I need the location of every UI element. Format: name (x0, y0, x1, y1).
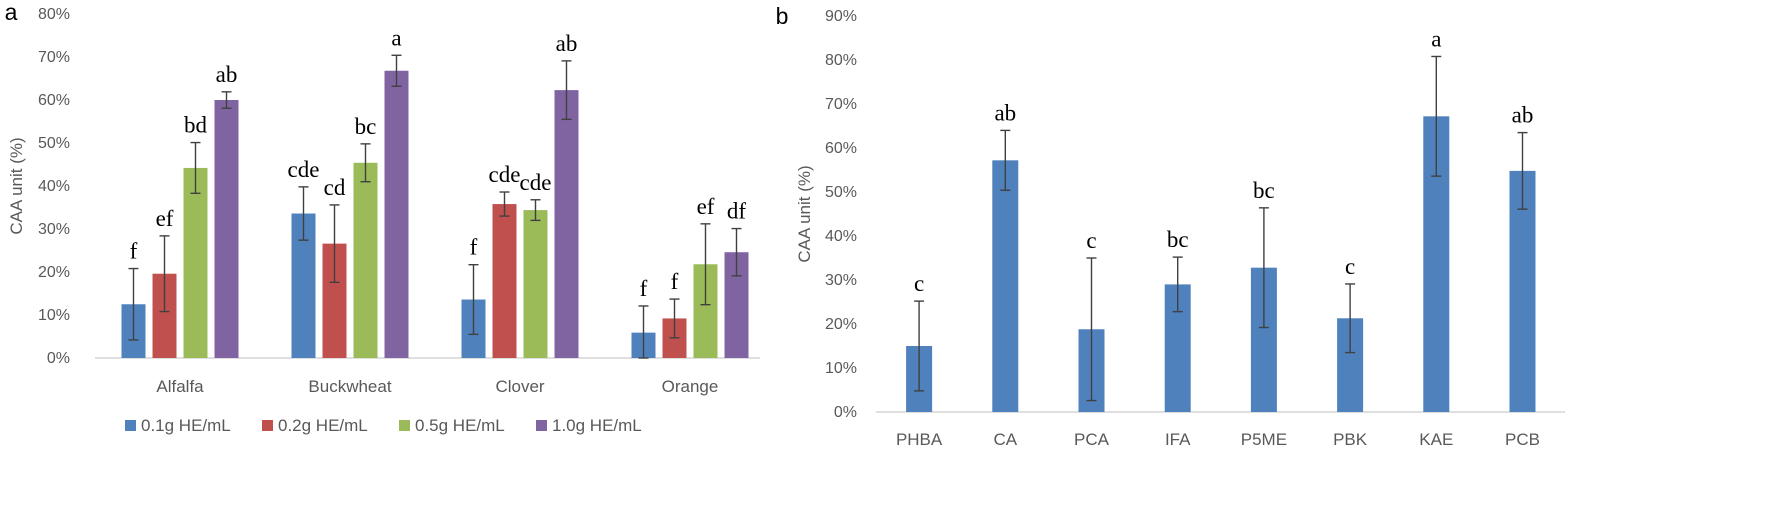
panel-a-significance-letter: bc (355, 114, 377, 139)
panel-b-y-tick-label: 60% (825, 140, 857, 157)
panel-a-significance-letter: cde (489, 162, 521, 187)
panel-a-y-tick-label: 40% (38, 178, 70, 195)
panel-b-significance-letter: a (1431, 26, 1441, 51)
panel-a-significance-letter: a (391, 25, 401, 50)
panel-a-bar (554, 90, 579, 359)
panel-a-y-tick-label: 0% (47, 350, 70, 367)
panel-a-significance-letter: bd (184, 113, 208, 138)
panel-b-y-tick-label: 70% (825, 96, 857, 113)
panel-a-legend-swatch (536, 420, 547, 431)
panel-a-legend-swatch (262, 420, 273, 431)
panel-b-significance-letter: ab (1512, 103, 1534, 128)
panel-a-significance-letter: ef (156, 206, 174, 231)
panel-a-y-tick-label: 50% (38, 135, 70, 152)
panel-b-significance-letter: ab (994, 100, 1016, 125)
panel-a-significance-letter: f (671, 269, 679, 294)
panel-a-y-tick-label: 10% (38, 307, 70, 324)
panel-b-category-label: KAE (1419, 430, 1453, 449)
panel-a-legend-label: 0.5g HE/mL (415, 416, 505, 435)
panel-a-significance-letter: cde (520, 170, 552, 195)
panel-b-y-tick-label: 30% (825, 272, 857, 289)
panel-a-significance-letter: ab (216, 62, 238, 87)
panel-b-label: b (776, 3, 789, 29)
panel-b-significance-letter: c (1345, 254, 1355, 279)
panel-a-significance-letter: cd (324, 175, 346, 200)
panel-b-significance-letter: bc (1167, 227, 1189, 252)
panel-b-y-tick-label: 40% (825, 228, 857, 245)
panel-a-significance-letter: f (640, 276, 648, 301)
panel-b-y-tick-label: 0% (834, 404, 857, 421)
panel-b-y-axis-title: CAA unit (%) (795, 165, 814, 262)
panel-a-bar (214, 100, 239, 358)
panel-a-significance-letter: df (727, 199, 747, 224)
panel-a-bar (492, 204, 517, 358)
panel-b-category-label: PCB (1505, 430, 1540, 449)
panel-b-y-tick-label: 20% (825, 316, 857, 333)
panel-b-y-tick-label: 80% (825, 52, 857, 69)
panel-a-bar (384, 70, 409, 358)
panel-b-significance-letter: c (914, 271, 924, 296)
panel-b-category-label: PHBA (896, 430, 943, 449)
panel-a-y-tick-label: 80% (38, 6, 70, 23)
panel-a-bar (523, 210, 548, 358)
panel-a-legend-swatch (399, 420, 410, 431)
panel-a-category-label: Orange (662, 377, 719, 396)
panel-a-bar (183, 167, 208, 358)
panel-b-bar (992, 160, 1019, 412)
panel-a-category-label: Alfalfa (156, 377, 204, 396)
panel-b-category-label: PBK (1333, 430, 1368, 449)
panel-b-y-tick-label: 90% (825, 8, 857, 25)
panel-a-legend-label: 0.1g HE/mL (141, 416, 231, 435)
panel-a-label: a (5, 0, 18, 25)
panel-a-y-tick-label: 20% (38, 264, 70, 281)
panel-a-y-tick-label: 30% (38, 221, 70, 238)
panel-b-y-tick-label: 50% (825, 184, 857, 201)
panel-b-significance-letter: c (1086, 228, 1096, 253)
panel-a-category-label: Clover (495, 377, 544, 396)
panel-a-category-label: Buckwheat (308, 377, 391, 396)
panel-a-y-axis-title: CAA unit (%) (7, 137, 26, 234)
panel-b-y-tick-label: 10% (825, 360, 857, 377)
panel-a-significance-letter: ab (556, 31, 578, 56)
panel-a-significance-letter: f (470, 235, 478, 260)
panel-a-y-tick-label: 70% (38, 49, 70, 66)
panel-a-legend-label: 1.0g HE/mL (552, 416, 642, 435)
panel-a-significance-letter: f (130, 239, 138, 264)
panel-a-legend-swatch (125, 420, 136, 431)
panel-a-legend-label: 0.2g HE/mL (278, 416, 368, 435)
panel-b-significance-letter: bc (1253, 178, 1275, 203)
panel-b-category-label: PCA (1074, 430, 1110, 449)
panel-b-category-label: P5ME (1241, 430, 1287, 449)
panel-b-category-label: CA (993, 430, 1017, 449)
panel-a-y-tick-label: 60% (38, 92, 70, 109)
panel-b-bar (1509, 170, 1536, 412)
panel-a-bar (353, 162, 378, 358)
panel-a-significance-letter: cde (288, 157, 320, 182)
panel-a-significance-letter: ef (697, 194, 715, 219)
panel-b-category-label: IFA (1165, 430, 1191, 449)
